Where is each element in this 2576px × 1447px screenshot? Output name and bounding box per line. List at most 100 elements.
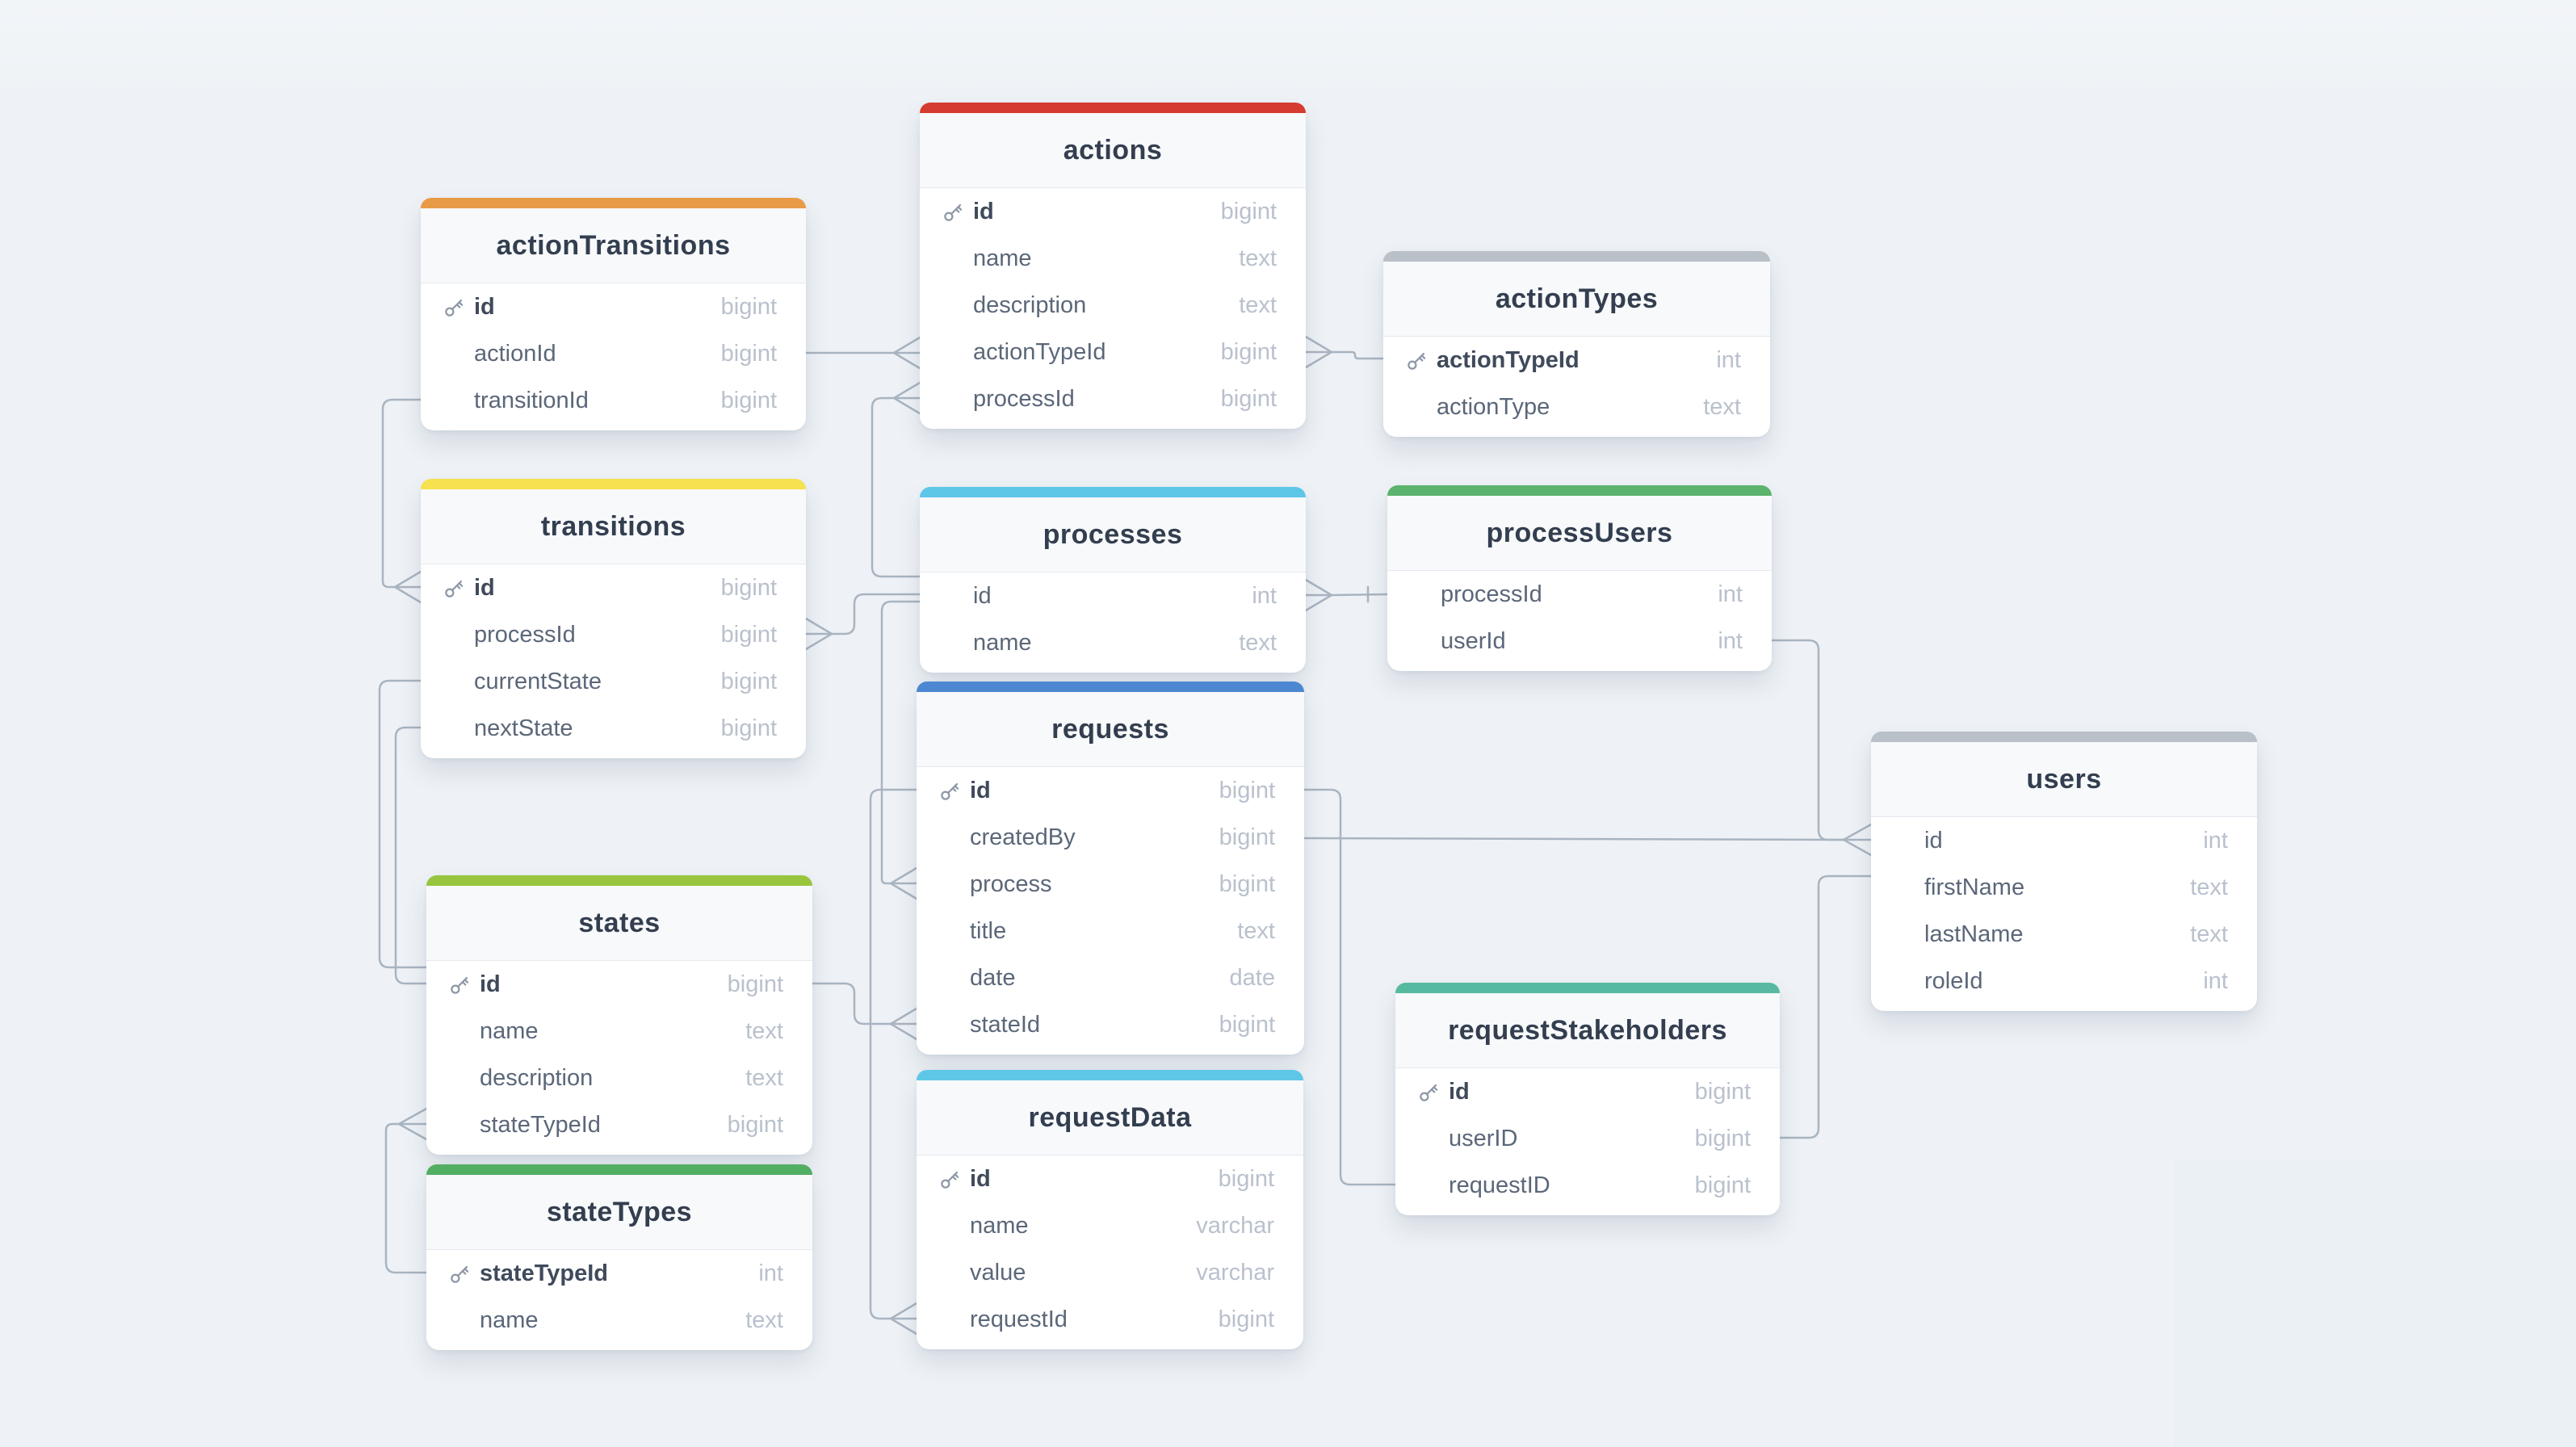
table-states[interactable]: states id bigint name text description t… [426,875,812,1155]
field-name: processId [1441,581,1542,607]
table-actions[interactable]: actions id bigint name text description … [920,103,1306,429]
relationship-requests-id-to-requestData-requestId [869,788,918,1320]
field-name: stateTypeId [480,1111,601,1138]
field-row[interactable]: requestID bigint [1395,1162,1780,1209]
field-type: bigint [1219,1011,1275,1038]
field-row[interactable]: stateId bigint [917,1001,1304,1048]
field-row[interactable]: firstName text [1871,864,2257,911]
field-row[interactable]: stateTypeId bigint [426,1101,812,1148]
field-name: firstName [1924,874,2025,900]
field-row[interactable]: processId bigint [421,611,806,658]
field-type: bigint [1694,1172,1751,1198]
table-accent-bar [421,198,806,208]
field-row[interactable]: actionTypeId bigint [920,329,1306,375]
field-type: bigint [727,1111,783,1138]
field-row[interactable]: lastName text [1871,911,2257,958]
primary-key-icon [942,341,973,363]
table-actionTypes[interactable]: actionTypes actionTypeId int actionType … [1383,251,1770,437]
relationship-actions-actionTypeId-to-actionTypes-actionTypeId-crowfoot [1304,335,1333,369]
field-row[interactable]: stateTypeId int [426,1250,812,1297]
field-type: bigint [720,715,777,741]
field-row[interactable]: processId int [1387,571,1772,618]
table-accent-bar [426,875,812,886]
table-processUsers[interactable]: processUsers processId int userId int [1387,485,1772,671]
field-type: bigint [1218,1165,1274,1192]
table-stateTypes[interactable]: stateTypes stateTypeId int name text [426,1164,812,1350]
table-transitions[interactable]: transitions id bigint processId bigint c… [421,479,806,758]
table-title: requestData [1028,1101,1192,1133]
table-users[interactable]: users id int firstName text lastName tex… [1871,732,2257,1011]
field-row[interactable]: name text [426,1297,812,1344]
table-title: actionTransitions [496,229,731,261]
field-type: text [1239,629,1277,656]
table-header: requestData [917,1080,1303,1156]
field-type: int [1718,581,1743,607]
field-row[interactable]: userID bigint [1395,1115,1780,1162]
field-row[interactable]: userId int [1387,618,1772,665]
field-row[interactable]: id bigint [421,564,806,611]
field-row[interactable]: id bigint [917,767,1304,814]
field-row[interactable]: name varchar [917,1202,1303,1249]
field-row[interactable]: processId bigint [920,375,1306,422]
primary-key-icon [443,717,474,740]
field-row[interactable]: id bigint [920,188,1306,235]
field-row[interactable]: actionId bigint [421,330,806,377]
field-name: actionTypeId [1437,346,1580,373]
table-title: requests [1051,713,1169,744]
relationship-requests-id-to-requestStakeholders-requestID [1303,788,1397,1186]
table-requests[interactable]: requests id bigint createdBy bigint proc… [917,682,1304,1055]
table-processes[interactable]: processes id int name text [920,487,1306,673]
primary-key-icon [1406,349,1437,371]
field-name: stateId [970,1011,1041,1038]
field-type: text [745,1306,783,1333]
field-name: nextState [474,715,573,741]
primary-key-icon [939,779,970,802]
field-row[interactable]: process bigint [917,861,1304,908]
table-rows: id bigint createdBy bigint process bigin… [917,767,1304,1055]
field-type: text [1239,291,1277,318]
field-name: process [970,870,1052,897]
table-rows: id bigint name text description text sta… [426,961,812,1155]
table-actionTransitions[interactable]: actionTransitions id bigint actionId big… [421,198,806,430]
relationship-requests-process-to-processes-id [880,600,921,885]
field-row[interactable]: title text [917,908,1304,954]
relationship-processes-id-to-processUsers-processId [1330,593,1389,597]
field-row[interactable]: value varchar [917,1249,1303,1296]
field-row[interactable]: requestId bigint [917,1296,1303,1343]
field-row[interactable]: name text [426,1008,812,1055]
field-row[interactable]: id bigint [421,283,806,330]
field-row[interactable]: id bigint [917,1156,1303,1202]
field-row[interactable]: name text [920,619,1306,666]
field-row[interactable]: name text [920,235,1306,282]
field-name: processId [973,385,1075,412]
field-row[interactable]: actionType text [1383,384,1770,430]
field-row[interactable]: actionTypeId int [1383,337,1770,384]
table-requestData[interactable]: requestData id bigint name varchar value… [917,1070,1303,1349]
field-row[interactable]: nextState bigint [421,705,806,752]
field-row[interactable]: transitionId bigint [421,377,806,424]
field-row[interactable]: description text [426,1055,812,1101]
field-row[interactable]: id bigint [426,961,812,1008]
field-name: actionId [474,340,556,367]
table-requestStakeholders[interactable]: requestStakeholders id bigint userID big… [1395,983,1780,1215]
table-accent-bar [920,103,1306,113]
primary-key-icon [443,389,474,412]
table-rows: processId int userId int [1387,571,1772,671]
field-row[interactable]: date date [917,954,1304,1001]
table-header: states [426,886,812,961]
field-row[interactable]: id bigint [1395,1068,1780,1115]
field-row[interactable]: createdBy bigint [917,814,1304,861]
field-type: date [1229,964,1275,991]
table-accent-bar [1387,485,1772,496]
relationship-processes-id-to-processUsers-processId-crowfoot [1304,578,1333,612]
field-type: int [2203,967,2228,994]
table-header: processes [920,497,1306,573]
field-row[interactable]: roleId int [1871,958,2257,1005]
table-rows: id bigint userID bigint requestID bigint [1395,1068,1780,1215]
field-row[interactable]: id int [1871,817,2257,864]
field-row[interactable]: id int [920,573,1306,619]
field-row[interactable]: currentState bigint [421,658,806,705]
field-type: bigint [720,293,777,320]
field-row[interactable]: description text [920,282,1306,329]
